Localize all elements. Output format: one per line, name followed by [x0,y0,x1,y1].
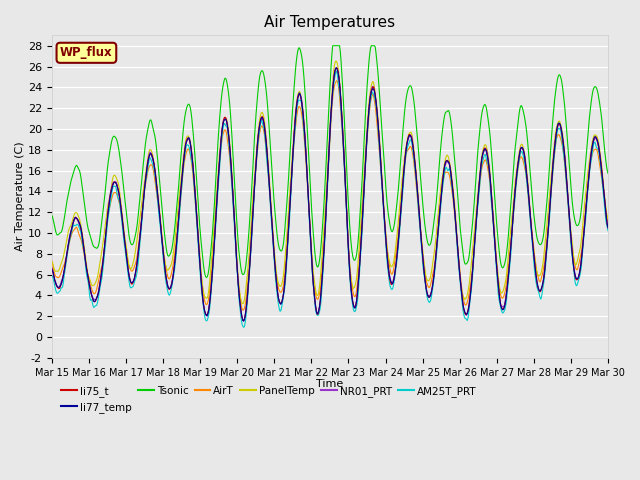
Y-axis label: Air Temperature (C): Air Temperature (C) [15,142,25,252]
X-axis label: Time: Time [316,379,344,389]
Legend: li75_t, li77_temp, Tsonic, AirT, PanelTemp, NR01_PRT, AM25T_PRT: li75_t, li77_temp, Tsonic, AirT, PanelTe… [57,382,481,417]
Text: WP_flux: WP_flux [60,46,113,60]
Title: Air Temperatures: Air Temperatures [264,15,396,30]
